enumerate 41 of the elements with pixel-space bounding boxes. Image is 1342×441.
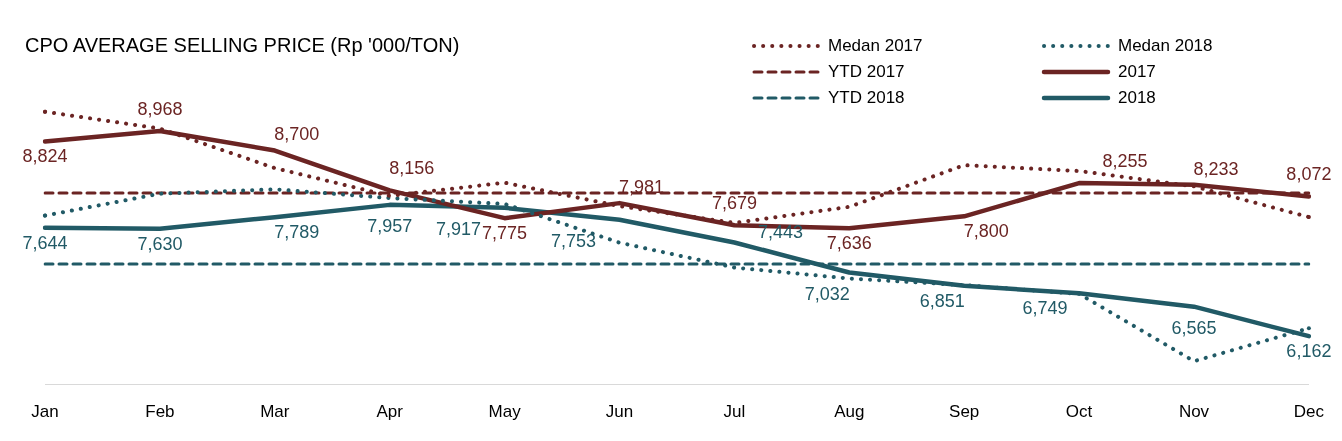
x-tick-label: Sep bbox=[949, 402, 980, 422]
chart-title: CPO AVERAGE SELLING PRICE (Rp '000/TON) bbox=[25, 34, 460, 57]
x-tick-label: Nov bbox=[1178, 402, 1210, 422]
data-label: 7,636 bbox=[826, 233, 872, 254]
data-label: 7,957 bbox=[367, 215, 413, 236]
data-label: 6,565 bbox=[1171, 317, 1217, 338]
x-tick-label: Jan bbox=[31, 402, 59, 422]
data-label: 6,162 bbox=[1286, 341, 1332, 362]
x-tick-label: Feb bbox=[145, 402, 175, 422]
x-tick-label: May bbox=[488, 402, 522, 422]
x-tick-label: Aug bbox=[834, 402, 865, 422]
legend-label: 2018 bbox=[1118, 88, 1156, 108]
data-label: 7,630 bbox=[137, 233, 183, 254]
data-label: 7,644 bbox=[22, 232, 68, 253]
data-label: 8,700 bbox=[274, 124, 320, 145]
x-tick-label: Apr bbox=[376, 402, 404, 422]
legend-label: Medan 2018 bbox=[1118, 36, 1213, 56]
data-label: 7,789 bbox=[274, 222, 320, 243]
data-label: 7,032 bbox=[804, 283, 850, 304]
legend-label: 2017 bbox=[1118, 62, 1156, 82]
data-label: 8,233 bbox=[1193, 158, 1239, 179]
legend-label: YTD 2017 bbox=[828, 62, 905, 82]
legend-label: Medan 2017 bbox=[828, 36, 923, 56]
x-tick-label: Oct bbox=[1065, 402, 1093, 422]
data-label: 7,800 bbox=[963, 221, 1009, 242]
x-tick-label: Jul bbox=[723, 402, 746, 422]
data-label: 8,968 bbox=[137, 98, 183, 119]
data-label: 7,775 bbox=[482, 223, 528, 244]
x-tick-label: Jun bbox=[605, 402, 634, 422]
data-label: 8,255 bbox=[1102, 151, 1148, 172]
data-label: 8,072 bbox=[1286, 164, 1332, 185]
data-label: 6,749 bbox=[1022, 298, 1068, 319]
data-label: 8,156 bbox=[389, 158, 435, 179]
x-tick-label: Mar bbox=[260, 402, 290, 422]
data-label: 7,917 bbox=[436, 218, 482, 239]
data-label: 7,753 bbox=[550, 230, 597, 251]
data-label: 7,679 bbox=[711, 193, 757, 214]
data-label: 8,824 bbox=[22, 146, 68, 167]
x-tick-label: Dec bbox=[1293, 402, 1325, 422]
legend-label: YTD 2018 bbox=[828, 88, 905, 108]
data-label: 6,851 bbox=[919, 290, 965, 311]
